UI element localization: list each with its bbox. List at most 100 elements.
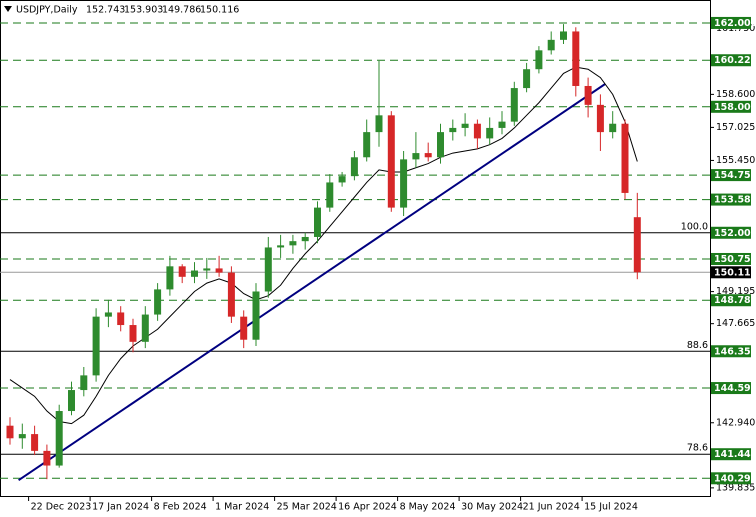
- level-label-box: [711, 226, 751, 239]
- level-label-box: [711, 252, 751, 265]
- candle-body: [104, 312, 112, 317]
- x-tick-label: 15 Jul 2024: [584, 502, 638, 513]
- candle-body: [203, 268, 211, 271]
- candle-body: [547, 39, 555, 51]
- menu-arrow: [4, 6, 12, 12]
- candle-body: [584, 85, 592, 105]
- y-tick-label: 147.665: [716, 318, 755, 329]
- level-label-box: [711, 472, 751, 485]
- candle-body: [609, 123, 617, 133]
- candle-body: [437, 132, 444, 158]
- candle-body: [498, 121, 506, 128]
- level-label: 144.595: [714, 383, 756, 394]
- candle-body: [191, 270, 198, 277]
- candle-body: [6, 425, 14, 439]
- candle-body: [141, 314, 149, 342]
- candle-body: [461, 123, 469, 128]
- candle-body: [338, 176, 346, 183]
- x-tick-label: 16 Apr 2024: [338, 502, 397, 513]
- candle-body: [387, 115, 395, 208]
- chart-title: USDJPY,Daily: [16, 5, 78, 16]
- fib-label: 88.6: [687, 340, 708, 351]
- level-label: 146.350: [714, 346, 756, 357]
- candle-body: [43, 450, 51, 466]
- level-label: 152.000: [714, 228, 756, 239]
- level-label-box: [711, 16, 751, 29]
- fib-label: 100.0: [681, 221, 708, 232]
- candle-body: [572, 31, 580, 86]
- candle-body: [363, 132, 371, 158]
- x-tick-label: 21 Jun 2024: [523, 502, 580, 513]
- level-label-box: [711, 294, 751, 307]
- level-label: 141.440: [714, 449, 756, 460]
- current-price-label: 150.116: [714, 267, 756, 278]
- level-label-box: [711, 345, 751, 358]
- candle-body: [18, 434, 26, 439]
- x-tick-label: 8 Feb 2024: [154, 502, 207, 513]
- candle-body: [486, 127, 494, 139]
- x-tick-label: 1 Mar 2024: [215, 502, 269, 513]
- candle-body: [473, 123, 481, 139]
- candle-body: [264, 247, 272, 292]
- candle-body: [289, 241, 297, 246]
- level-label: 162.006: [714, 18, 756, 29]
- candle-body: [154, 289, 162, 315]
- candle-body: [424, 153, 432, 158]
- candle-body: [535, 50, 543, 70]
- candle-body: [227, 272, 235, 317]
- y-tick-label: 157.025: [716, 122, 755, 133]
- level-label: 150.750: [714, 254, 756, 265]
- candle-body: [92, 316, 100, 376]
- level-label-box: [711, 382, 751, 395]
- header-low: 149.786: [162, 5, 201, 16]
- y-tick-label: 142.940: [716, 417, 755, 428]
- candle-body: [314, 207, 321, 237]
- candle-body: [215, 268, 223, 273]
- x-tick-label: 17 Jan 2024: [92, 502, 149, 513]
- y-tick-label: 149.195: [716, 286, 755, 297]
- plot-frame: [0, 0, 711, 497]
- candle-body: [560, 31, 567, 40]
- candle-body: [166, 266, 174, 290]
- level-label: 160.227: [714, 55, 756, 66]
- candle-body: [375, 115, 383, 133]
- y-tick-label: 155.450: [716, 155, 755, 166]
- candle-body: [326, 182, 334, 208]
- level-label: 158.007: [714, 102, 756, 113]
- candle-body: [400, 159, 408, 208]
- candle-body: [412, 153, 420, 160]
- level-label-box: [711, 54, 751, 67]
- x-tick-label: 25 Mar 2024: [277, 502, 337, 513]
- candle-body: [596, 104, 604, 133]
- candle-body: [117, 312, 125, 326]
- candle-body: [68, 390, 75, 412]
- candle-body: [621, 123, 629, 193]
- candle-body: [31, 434, 39, 451]
- candle-body: [129, 325, 137, 342]
- level-label-box: [711, 193, 751, 206]
- header-open: 152.743: [86, 5, 125, 16]
- candle-body: [80, 375, 88, 391]
- candle-body: [350, 157, 358, 177]
- level-label: 140.292: [714, 473, 756, 484]
- candle-body: [240, 316, 248, 340]
- y-tick-label: 158.600: [716, 89, 755, 100]
- candle-body: [55, 411, 63, 466]
- candle-body: [301, 236, 309, 242]
- candle-body: [178, 266, 186, 277]
- fib-label: 78.6: [687, 443, 708, 454]
- level-label: 153.583: [714, 195, 756, 206]
- moving-average: [9, 66, 638, 425]
- candle-body: [633, 217, 641, 273]
- candle-body: [252, 291, 260, 340]
- trendline: [18, 83, 606, 482]
- level-label-box: [711, 169, 751, 182]
- header-close: 150.116: [200, 5, 239, 16]
- candle-body: [523, 69, 531, 89]
- level-label-box: [711, 448, 751, 461]
- y-tick-label: 139.835: [716, 482, 755, 493]
- level-label: 154.750: [714, 170, 756, 181]
- header-high: 153.903: [124, 5, 163, 16]
- level-label: 148.783: [714, 295, 756, 306]
